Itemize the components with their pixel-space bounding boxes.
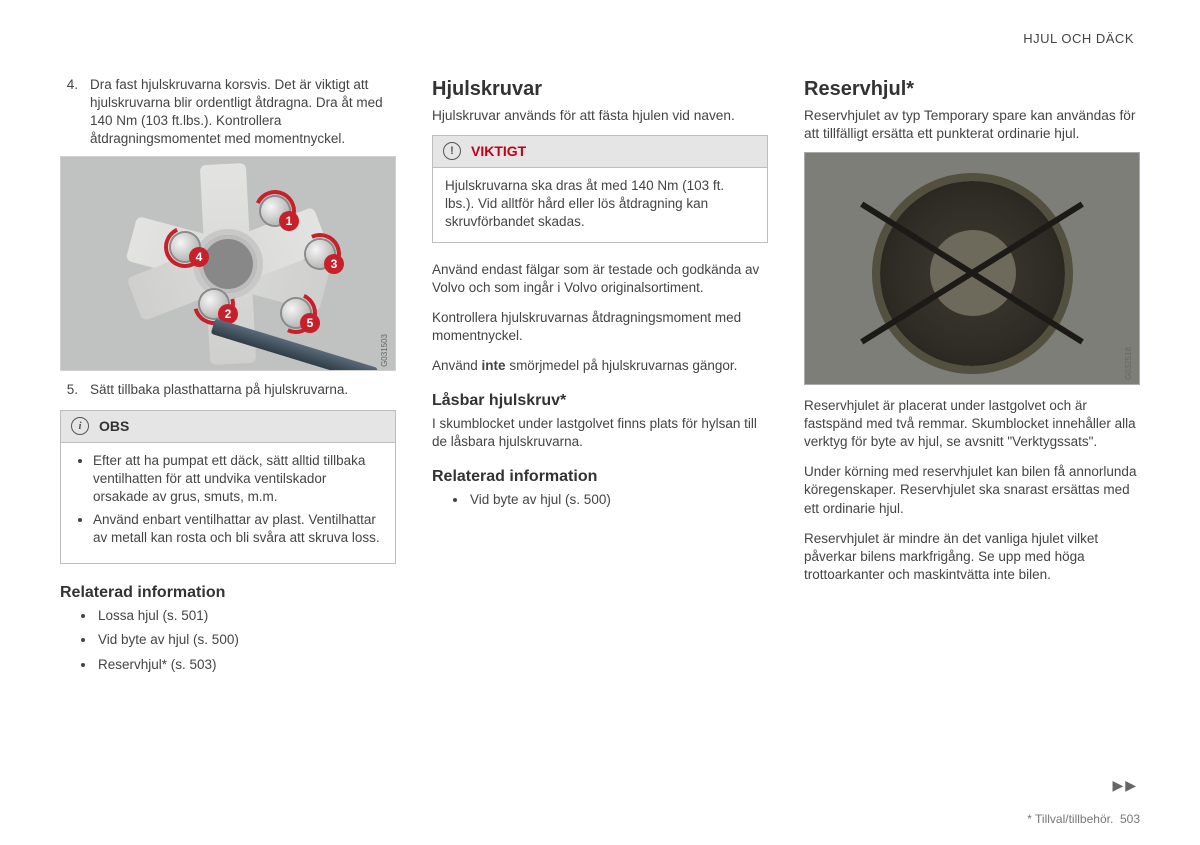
note-header: ! VIKTIGT: [433, 136, 767, 168]
warning-icon: !: [443, 142, 461, 160]
hjulskruvar-intro: Hjulskruvar används för att fästa hjulen…: [432, 107, 768, 125]
related-link[interactable]: Reservhjul* (s. 503): [96, 656, 396, 674]
page-number: 503: [1120, 812, 1140, 826]
option-note: * Tillval/tillbehör.: [1027, 812, 1113, 826]
note-header: i OBS: [61, 411, 395, 443]
text-fragment: Använd: [432, 358, 482, 373]
text-fragment: smörjmedel på hjulskruvarnas gängor.: [506, 358, 738, 373]
related-info-heading: Relaterad information: [60, 582, 396, 604]
image-code: G031503: [380, 334, 391, 367]
info-icon: i: [71, 417, 89, 435]
text-bold: inte: [482, 358, 506, 373]
body-paragraph: Kontrollera hjulskruvarnas åtdragningsmo…: [432, 309, 768, 345]
column-2: Hjulskruvar Hjulskruvar används för att …: [432, 76, 768, 680]
obs-bullet: Efter att ha pumpat ett däck, sätt allti…: [93, 452, 383, 507]
related-info-heading: Relaterad information: [432, 466, 768, 488]
page-footer: * Tillval/tillbehör. 503: [1027, 811, 1140, 827]
body-paragraph: Använd inte smörjmedel på hjulskruvarnas…: [432, 357, 768, 375]
note-title: VIKTIGT: [471, 142, 526, 161]
related-link[interactable]: Vid byte av hjul (s. 500): [96, 631, 396, 649]
content-columns: 4. Dra fast hjulskruvarna korsvis. Det ä…: [60, 76, 1140, 680]
related-list: Lossa hjul (s. 501) Vid byte av hjul (s.…: [60, 607, 396, 674]
step-number: 5.: [60, 381, 78, 399]
column-3: Reservhjul* Reservhjulet av typ Temporar…: [804, 76, 1140, 680]
spare-wheel-image: G032518: [804, 152, 1140, 385]
note-body: Hjulskruvarna ska dras åt med 140 Nm (10…: [433, 168, 767, 242]
reservhjul-intro: Reservhjulet av typ Temporary spare kan …: [804, 107, 1140, 144]
column-1: 4. Dra fast hjulskruvarna korsvis. Det ä…: [60, 76, 396, 680]
reservhjul-heading: Reservhjul*: [804, 76, 1140, 103]
hjulskruvar-heading: Hjulskruvar: [432, 76, 768, 103]
important-note: ! VIKTIGT Hjulskruvarna ska dras åt med …: [432, 135, 768, 243]
related-list: Vid byte av hjul (s. 500): [432, 491, 768, 509]
wheel-bolts-image: 1 2 3 4 5 G031503: [60, 156, 396, 371]
step-text: Sätt tillbaka plasthattarna på hjulskruv…: [90, 381, 396, 399]
related-link[interactable]: Vid byte av hjul (s. 500): [468, 491, 768, 509]
step-4: 4. Dra fast hjulskruvarna korsvis. Det ä…: [60, 76, 396, 149]
body-paragraph: Reservhjulet är placerat under lastgolve…: [804, 397, 1140, 452]
obs-bullet: Använd enbart ventilhattar av plast. Ven…: [93, 511, 383, 547]
body-paragraph: Reservhjulet är mindre än det vanliga hj…: [804, 530, 1140, 585]
step-text: Dra fast hjulskruvarna korsvis. Det är v…: [90, 76, 396, 149]
step-number: 4.: [60, 76, 78, 149]
lockable-bolt-heading: Låsbar hjulskruv*: [432, 390, 768, 412]
body-paragraph: Använd endast fälgar som är testade och …: [432, 261, 768, 297]
related-link[interactable]: Lossa hjul (s. 501): [96, 607, 396, 625]
continues-indicator: ▶▶: [1112, 776, 1138, 795]
note-title: OBS: [99, 417, 129, 436]
body-paragraph: Under körning med reservhjulet kan bilen…: [804, 463, 1140, 518]
page-header: HJUL OCH DÄCK: [60, 30, 1140, 48]
obs-note: i OBS Efter att ha pumpat ett däck, sätt…: [60, 410, 396, 564]
image-code: G032518: [1124, 347, 1135, 380]
note-body: Efter att ha pumpat ett däck, sätt allti…: [61, 443, 395, 563]
step-5: 5. Sätt tillbaka plasthattarna på hjulsk…: [60, 381, 396, 399]
body-paragraph: I skumblocket under lastgolvet finns pla…: [432, 415, 768, 451]
